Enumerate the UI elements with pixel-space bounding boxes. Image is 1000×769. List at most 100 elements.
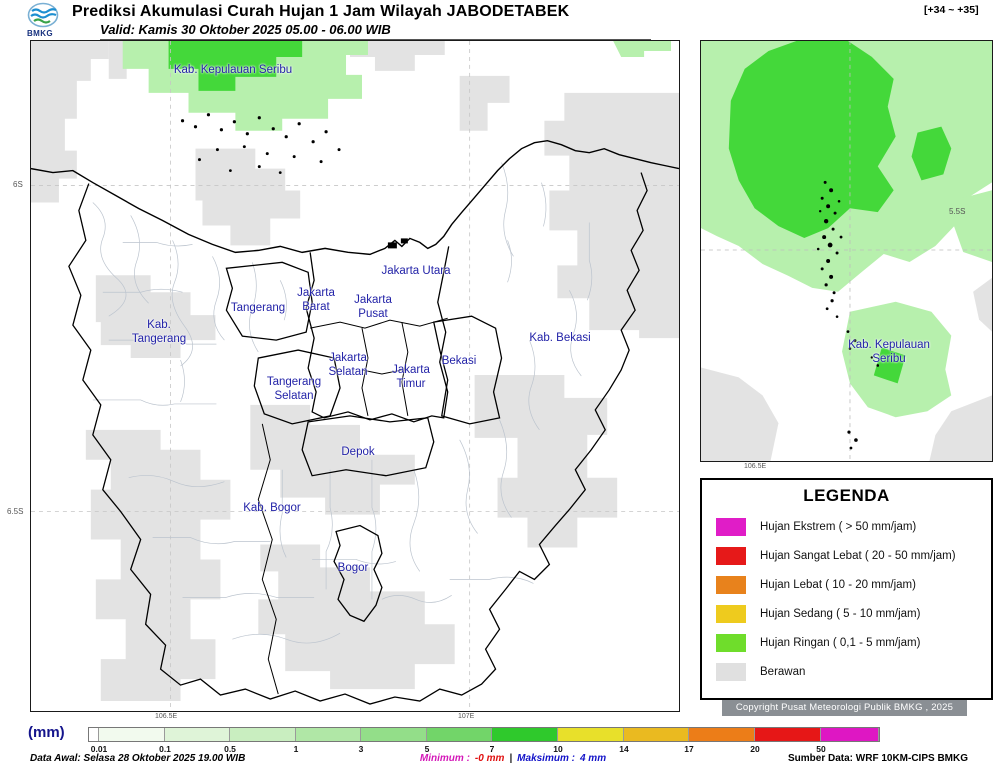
source-text: Sumber Data: WRF 10KM-CIPS BMKG — [787, 753, 968, 764]
scalebar-segment — [230, 728, 296, 741]
legend-label-berawan: Berawan — [760, 665, 806, 678]
legend-label-sangat-lebat: Hujan Sangat Lebat ( 20 - 50 mm/jam) — [760, 549, 956, 562]
inset-label-kepulauan-seribu: Kab. Kepulauan Seribu — [848, 339, 930, 365]
subdistrict-lines — [92, 162, 593, 644]
graticule — [31, 41, 679, 711]
legend-item-ringan: Hujan Ringan ( 0,1 - 5 mm/jam) — [702, 628, 991, 657]
main-map: Kab. Kepulauan Seribu Jakarta Utara Jaka… — [30, 40, 680, 712]
map-label-kepulauan-seribu: Kab. Kepulauan Seribu — [173, 64, 293, 77]
bmkg-logo: BMKG — [26, 2, 66, 44]
scalebar-segment — [99, 728, 165, 741]
legend-title: LEGENDA — [803, 486, 890, 505]
cloud-overlay — [31, 41, 679, 702]
inset-cloud-overlay — [701, 277, 992, 461]
minmax-text: Minimum : -0 mm | Maksimum : 4 mm — [420, 753, 606, 764]
scalebar-tick: 0.5 — [224, 744, 236, 754]
scalebar-segment — [755, 728, 821, 741]
page-title: Prediksi Akumulasi Curah Hujan 1 Jam Wil… — [72, 3, 570, 20]
inset-axis-label-lat: 5.5S — [949, 207, 966, 216]
legend-swatch-ringan — [716, 633, 746, 652]
legend-box: LEGENDA Hujan Ekstrem ( > 50 mm/jam) Huj… — [700, 478, 993, 700]
scalebar-segment — [558, 728, 624, 741]
scalebar-tick: 1 — [293, 744, 299, 754]
scalebar-segment — [296, 728, 361, 741]
legend-swatch-sangat-lebat — [716, 546, 746, 565]
map-label-kab-bogor: Kab. Bogor — [243, 502, 301, 515]
scalebar-segment — [689, 728, 755, 741]
scalebar-tick: 0.1 — [159, 744, 171, 754]
map-label-jakarta-timur: Jakarta Timur — [392, 364, 430, 390]
bmkg-logo-icon — [27, 2, 59, 28]
scalebar-tick: 20 — [750, 744, 760, 754]
axis-label-lon-107e: 107E — [458, 713, 475, 720]
legend-label-lebat: Hujan Lebat ( 10 - 20 mm/jam) — [760, 578, 916, 591]
scalebar: 0.01 0.1 0.5 1 3 5 7 10 14 17 20 50 — [88, 727, 880, 754]
map-label-bogor: Bogor — [337, 562, 369, 575]
map-label-tangerang-selatan: Tangerang Selatan — [266, 376, 322, 402]
minimum-value: -0 mm — [474, 753, 505, 764]
map-label-tangerang: Tangerang — [230, 302, 286, 315]
copyright-bar: Copyright Pusat Meteorologi Publik BMKG … — [722, 700, 967, 716]
legend-item-sangat-lebat: Hujan Sangat Lebat ( 20 - 50 mm/jam) — [702, 541, 991, 570]
legend-item-berawan: Berawan — [702, 657, 991, 686]
scalebar-segment — [821, 728, 879, 741]
legend-label-sedang: Hujan Sedang ( 5 - 10 mm/jam) — [760, 607, 921, 620]
legend-items: Hujan Ekstrem ( > 50 mm/jam) Hujan Sanga… — [702, 512, 991, 686]
legend-item-ekstrem: Hujan Ekstrem ( > 50 mm/jam) — [702, 512, 991, 541]
minimum-label: Minimum : — [419, 753, 470, 764]
scalebar-segment — [89, 728, 99, 741]
scalebar-unit: (mm) — [28, 724, 65, 741]
inset-graticule — [701, 41, 992, 461]
inset-rain-bright-overlay — [728, 41, 952, 384]
inset-islands — [816, 180, 880, 450]
legend-label-ringan: Hujan Ringan ( 0,1 - 5 mm/jam) — [760, 636, 921, 649]
scalebar-tick: 50 — [816, 744, 826, 754]
scalebar-tick: 0.01 — [90, 744, 108, 754]
maksimum-label: Maksimum : — [517, 753, 575, 764]
map-label-bekasi: Bekasi — [441, 355, 477, 368]
legend-swatch-ekstrem — [716, 517, 746, 536]
valid-time: Valid: Kamis 30 Oktober 2025 05.00 - 06.… — [100, 22, 651, 40]
axis-label-lat-6s: 6S — [13, 180, 23, 189]
inset-axis-label-lon: 106.5E — [744, 463, 767, 470]
minmax-separator: | — [509, 753, 513, 764]
jakarta-internal-boundaries — [257, 317, 448, 695]
scalebar-segment — [361, 728, 427, 741]
map-label-depok: Depok — [341, 446, 375, 459]
main-map-canvas — [31, 41, 679, 711]
legend-label-ekstrem: Hujan Ekstrem ( > 50 mm/jam) — [760, 520, 917, 533]
map-label-jakarta-selatan: Jakarta Selatan — [328, 352, 368, 378]
coastline — [31, 139, 679, 256]
scalebar-segment — [165, 728, 230, 741]
axis-label-lon-1065e: 106.5E — [155, 713, 178, 720]
legend-swatch-berawan — [716, 662, 746, 681]
map-label-jakarta-utara: Jakarta Utara — [381, 265, 451, 278]
map-label-kab-bekasi: Kab. Bekasi — [529, 332, 591, 345]
scalebar-tick: 5 — [424, 744, 430, 754]
legend-swatch-sedang — [716, 604, 746, 623]
scalebar-segment — [492, 728, 558, 741]
legend-item-sedang: Hujan Sedang ( 5 - 10 mm/jam) — [702, 599, 991, 628]
scalebar-tick: 7 — [489, 744, 495, 754]
islands — [180, 113, 408, 249]
region-boundaries — [68, 172, 648, 705]
bmkg-logo-text: BMKG — [27, 29, 54, 38]
scalebar-segment — [427, 728, 492, 741]
map-label-kab-tangerang: Kab. Tangerang — [131, 319, 187, 345]
scalebar-tick: 3 — [358, 744, 364, 754]
data-awal-text: Data Awal: Selasa 28 Oktober 2025 19.00 … — [30, 753, 246, 764]
legend-swatch-lebat — [716, 575, 746, 594]
map-label-jakarta-barat: Jakarta Barat — [297, 287, 335, 313]
maksimum-value: 4 mm — [579, 753, 607, 764]
inset-map-kepulauan-seribu: Kab. Kepulauan Seribu 5.5S — [700, 40, 993, 462]
scalebar-tick: 10 — [553, 744, 563, 754]
legend-item-lebat: Hujan Lebat ( 10 - 20 mm/jam) — [702, 570, 991, 599]
map-label-jakarta-pusat: Jakarta Pusat — [354, 294, 392, 320]
rain-bright-overlay — [168, 41, 303, 91]
axis-label-lat-65s: 6.5S — [7, 507, 24, 516]
scalebar-segment — [624, 728, 689, 741]
scalebar-tick: 17 — [684, 744, 694, 754]
scalebar-tick: 14 — [619, 744, 629, 754]
inset-map-canvas — [701, 41, 992, 461]
